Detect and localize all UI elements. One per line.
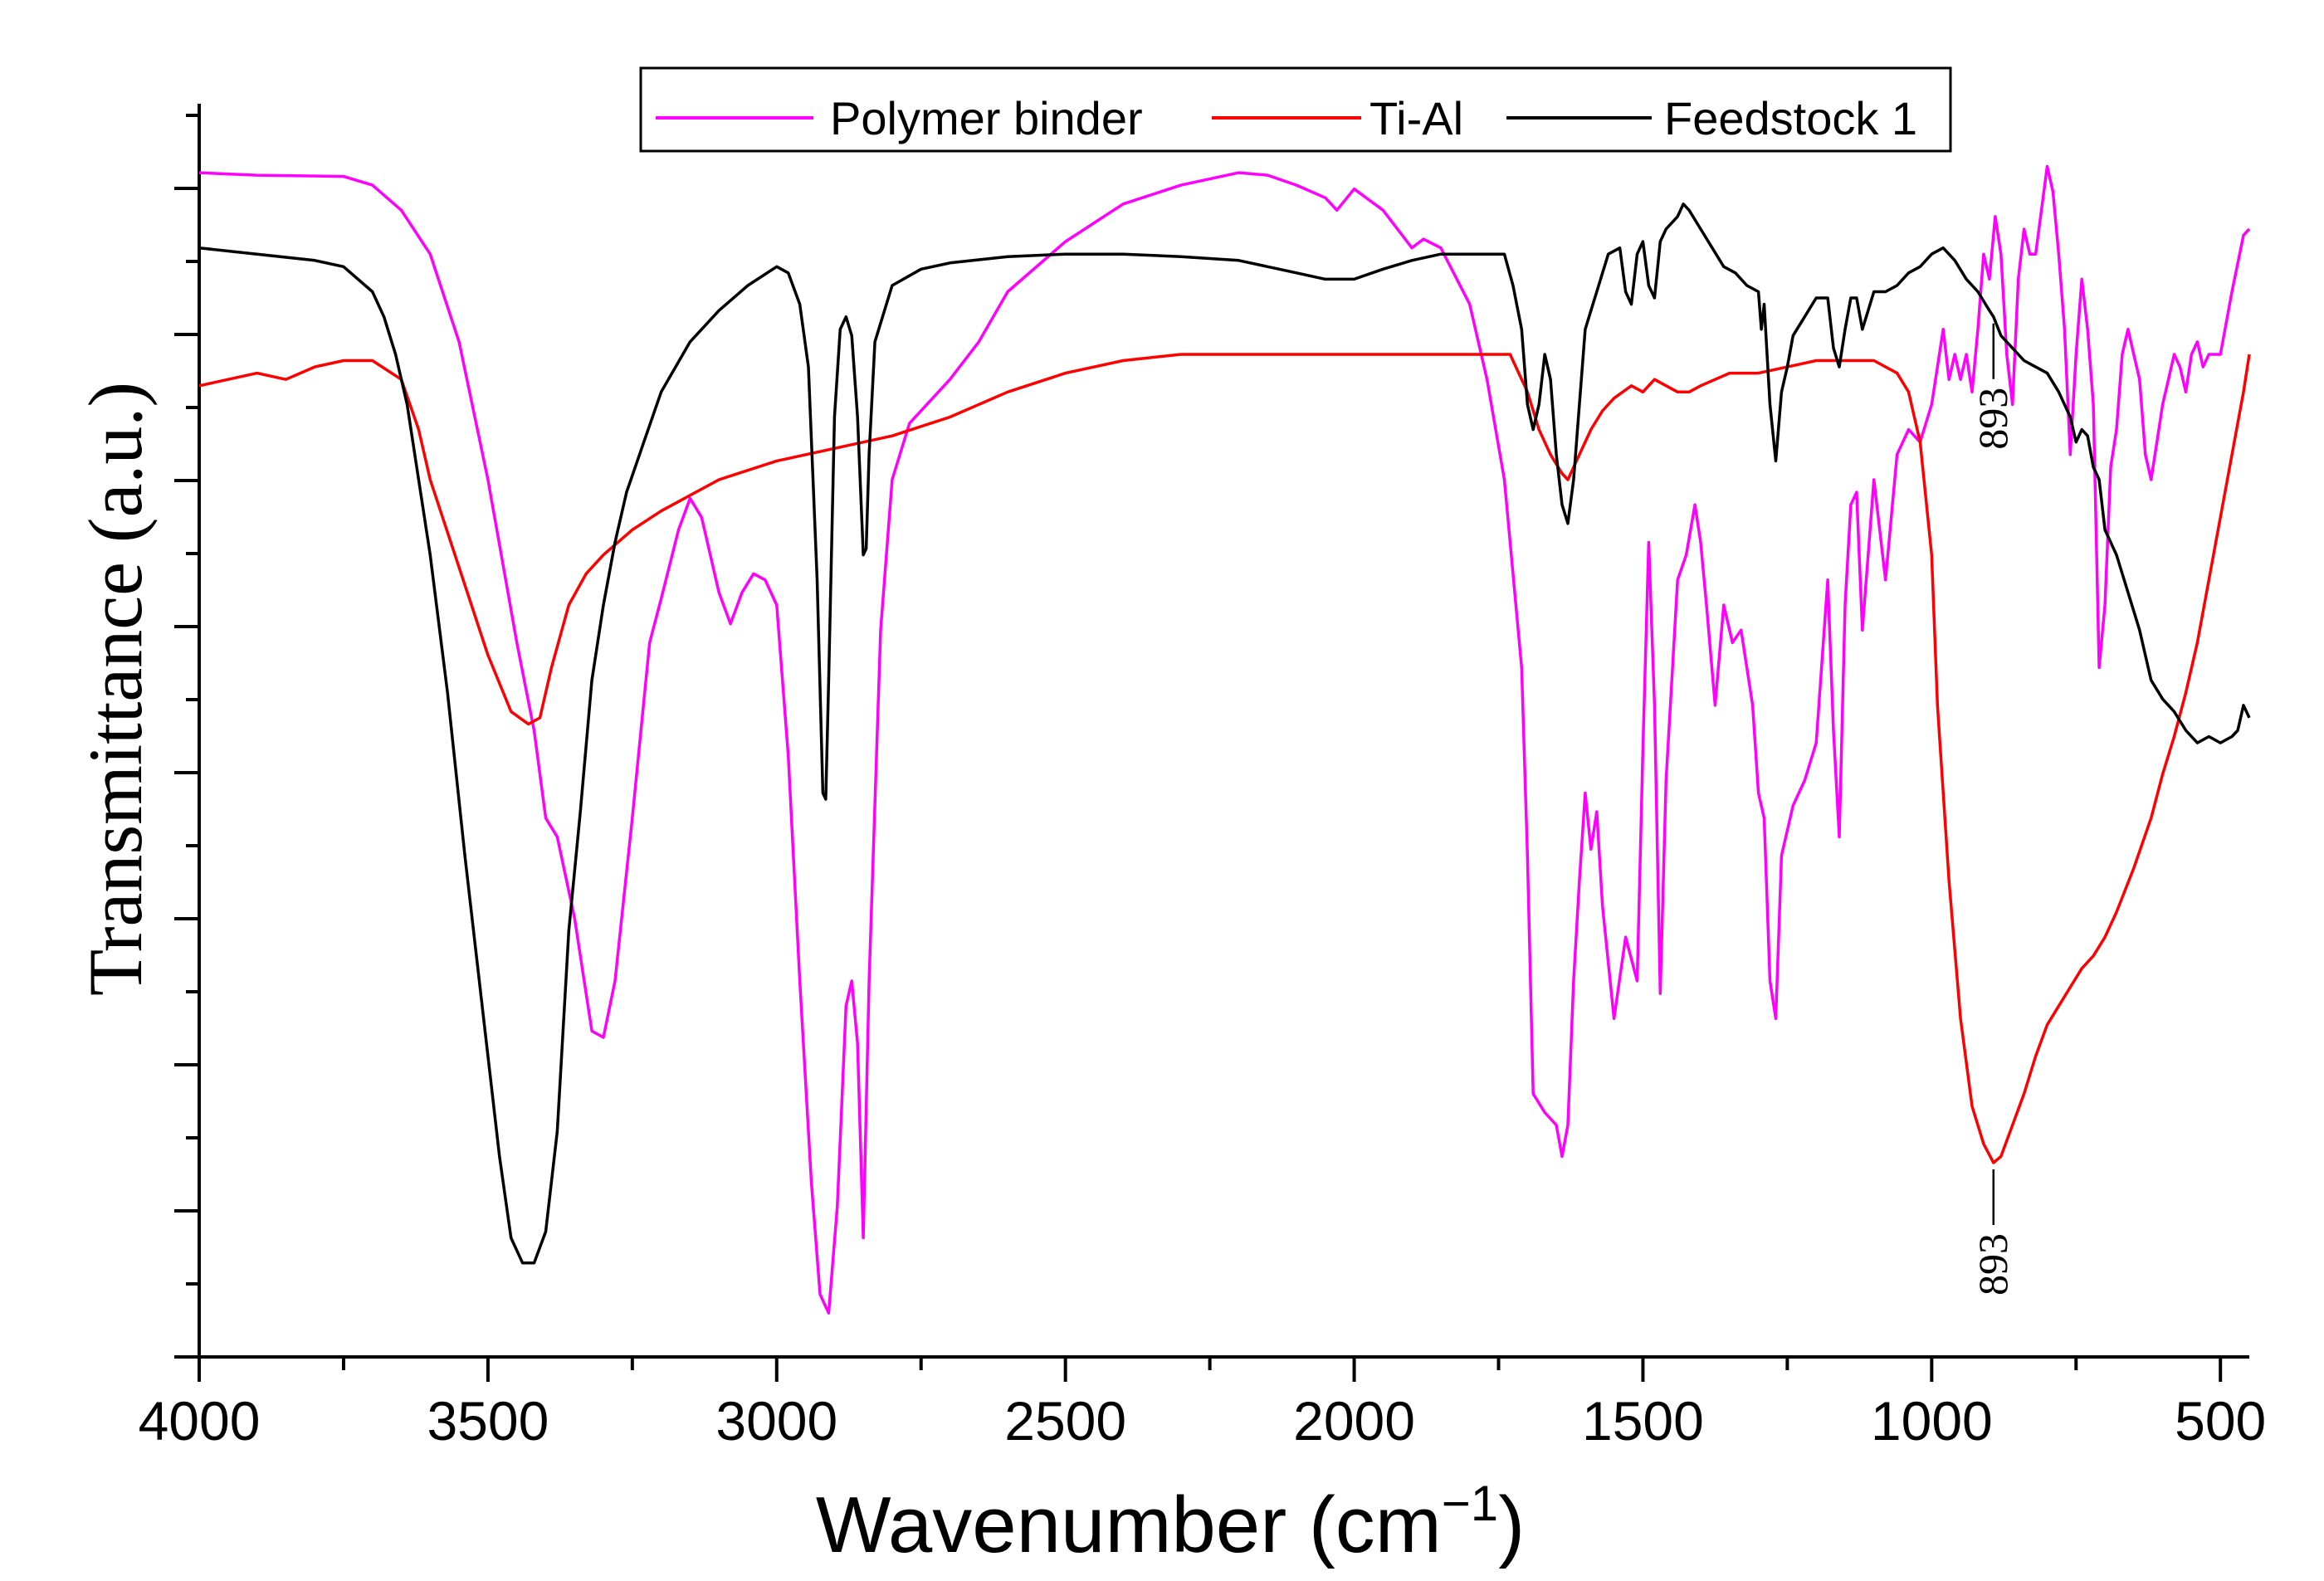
legend-box [639,66,1952,153]
x-tick-label: 4000 [139,1390,261,1452]
y-axis-title: Transmittance (a.u.) [73,382,158,996]
legend-label-ti-al: Ti-Al [1370,92,1463,144]
x-tick-label: 2500 [1004,1390,1126,1452]
x-tick-label: 1500 [1582,1390,1704,1452]
x-tick-label: 3000 [715,1390,837,1452]
legend-label-feedstock-1: Feedstock 1 [1664,92,1917,144]
x-tick-label: 1000 [1871,1390,1993,1452]
axes: 4000 3500 3000 2500 2000 1500 1000 500 [139,104,2266,1452]
legend: Polymer binder Ti-Al Feedstock 1 [639,66,1952,153]
x-tick-label: 3500 [427,1390,549,1452]
series-line-ti-al [198,353,2251,1164]
annotation-layer: 893 893 [1970,323,2016,1296]
legend-label-polymer-binder: Polymer binder [830,92,1143,144]
annotation-label-ti-al: 893 [1970,1233,2016,1296]
series-layer [198,164,2251,1315]
annotation-label-feedstock-1: 893 [1970,388,2016,450]
series-line-feedstock-1 [198,203,2251,1265]
x-tick-label: 2000 [1293,1390,1415,1452]
x-axis-title: Wavenumber (cm−1) [816,1476,1525,1569]
x-tick-label: 500 [2175,1390,2266,1452]
series-line-polymer-binder [198,164,2251,1315]
